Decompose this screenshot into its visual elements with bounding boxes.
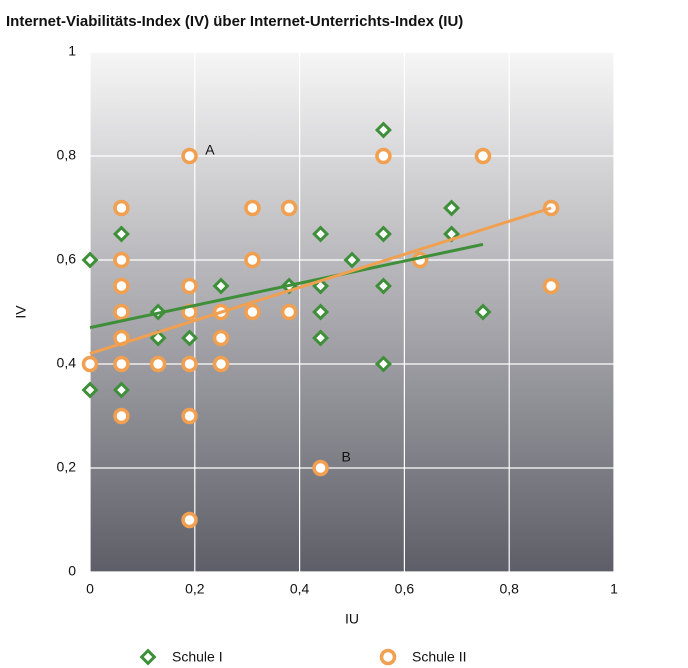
x-tick-label: 0,6 (395, 581, 415, 597)
data-point (113, 251, 130, 269)
data-point (113, 277, 130, 295)
data-point (375, 147, 392, 165)
data-point (312, 459, 329, 477)
data-point (181, 277, 198, 295)
data-point (212, 329, 230, 347)
data-point (343, 251, 361, 269)
data-point (112, 225, 130, 243)
data-point (212, 277, 230, 295)
x-tick-label: 1 (610, 581, 618, 597)
data-point (112, 381, 130, 399)
data-point (212, 355, 230, 373)
trend-line (89, 242, 484, 330)
data-point (474, 303, 492, 321)
annotation: B (342, 448, 351, 464)
data-point (280, 199, 298, 217)
data-point (113, 303, 130, 321)
legend-label: Schule I (172, 649, 223, 665)
data-point (113, 199, 130, 217)
data-point (443, 199, 461, 217)
legend-marker (379, 648, 397, 666)
data-point (312, 329, 330, 347)
data-point (312, 303, 330, 321)
data-point (474, 147, 492, 165)
annotation: A (205, 142, 215, 158)
legend-label: Schule II (412, 649, 466, 665)
data-point (312, 225, 330, 243)
y-tick-label: 1 (68, 43, 76, 59)
y-tick-label: 0 (68, 563, 76, 579)
y-tick-label: 0,8 (57, 147, 77, 163)
y-axis-label: IV (13, 305, 29, 319)
plot-area (90, 52, 614, 572)
data-point (181, 355, 198, 373)
trend-line (89, 206, 552, 356)
data-point (149, 355, 167, 373)
data-point (181, 329, 199, 347)
data-point (374, 355, 392, 373)
y-tick-label: 0,6 (57, 251, 77, 267)
data-point (374, 121, 392, 139)
x-tick-label: 0,4 (290, 581, 310, 597)
data-point (81, 381, 99, 399)
data-point (113, 407, 130, 425)
data-point (181, 511, 198, 529)
data-point (113, 355, 130, 373)
data-point (244, 251, 261, 269)
data-point (244, 303, 261, 321)
data-point (280, 303, 298, 321)
x-tick-label: 0,2 (185, 581, 205, 597)
data-point (181, 147, 198, 165)
x-tick-label: 0,8 (499, 581, 519, 597)
data-point (81, 355, 99, 373)
y-tick-label: 0,2 (57, 459, 77, 475)
data-point (542, 277, 560, 295)
data-point (374, 225, 392, 243)
x-axis-label: IU (345, 611, 359, 627)
data-point (181, 407, 198, 425)
chart-title: Internet-Viabilitäts-Index (IV) über Int… (6, 13, 463, 30)
y-tick-label: 0,4 (57, 355, 77, 371)
x-tick-label: 0 (86, 581, 94, 597)
data-point (149, 329, 167, 347)
data-point (374, 277, 392, 295)
legend-marker (139, 648, 157, 666)
data-point (81, 251, 99, 269)
data-point (244, 199, 261, 217)
